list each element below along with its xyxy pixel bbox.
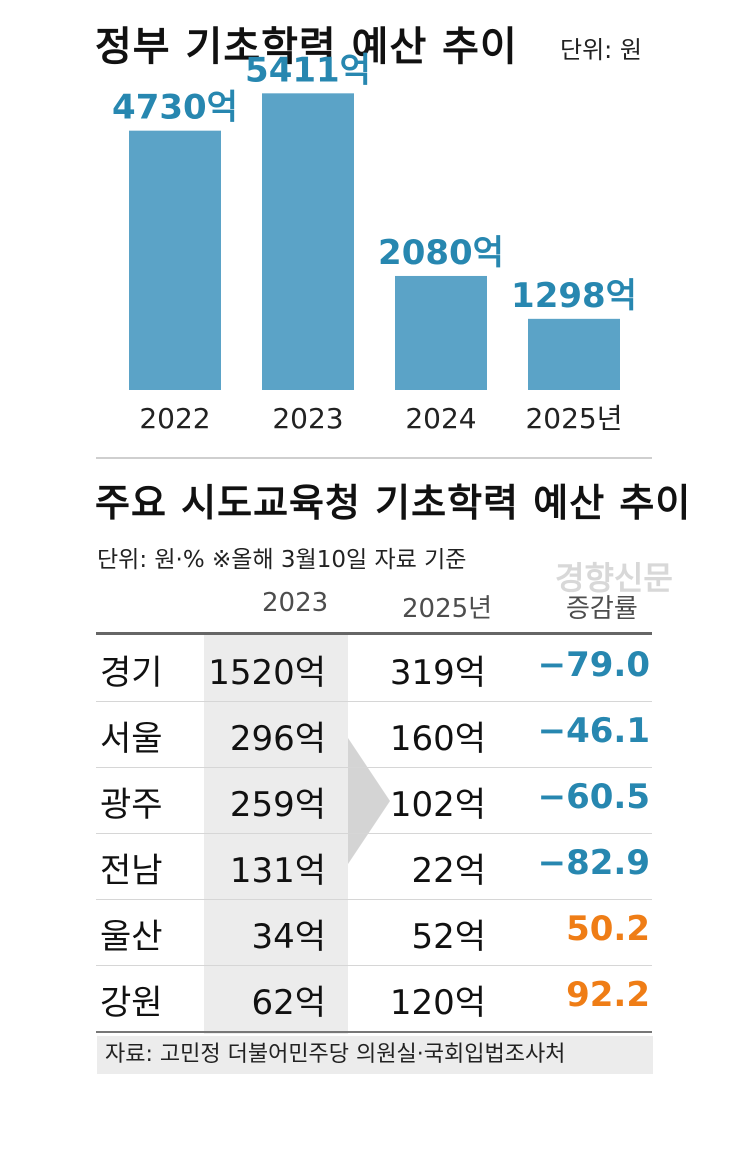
region-cell: 강원 [100,983,163,1023]
table-unit-label: 단위: 원·% ※올해 3월10일 자료 기준 [97,547,467,573]
value-2025-cell: 102억 [389,785,486,825]
arrow-right-icon [348,738,390,864]
bar-value-label: 4730억 [112,88,238,128]
value-2023-cell: 131억 [229,851,326,891]
bar-value-label: 5411억 [245,50,371,90]
row-separator [96,701,652,702]
change-rate-cell: −79.0 [537,645,650,685]
row-separator [96,899,652,900]
region-cell: 경기 [100,653,163,693]
value-2023-cell: 34억 [251,917,326,957]
category-label: 2023 [272,402,343,435]
table-row: 광주 259억 102억 −60.5 [96,767,652,833]
change-rate-cell: 92.2 [566,975,650,1015]
bar-value-label: 1298억 [511,276,637,316]
source-note: 자료: 고민정 더불어민주당 의원실·국회입법조사처 [97,1036,653,1074]
watermark: 경향신문 [555,559,673,597]
table-title: 주요 시도교육청 기초학력 예산 추이 [95,481,692,525]
table-row: 서울 296억 160억 −46.1 [96,701,652,767]
value-2025-cell: 120억 [389,983,486,1023]
header-2025: 2025년 [402,594,493,624]
row-separator [96,965,652,966]
bar-2023 [262,93,354,390]
table-row: 전남 131억 22억 −82.9 [96,833,652,899]
chart-unit-label: 단위: 원 [560,36,642,64]
value-2025-cell: 52억 [411,917,486,957]
bar-chart: 4730억 2022 5411억 2023 2080억 2024 1298억 2025년 [112,50,637,435]
table-row: 강원 62억 120억 92.2 [96,965,652,1031]
value-2023-cell: 62억 [251,983,326,1023]
value-2025-cell: 319억 [389,653,486,693]
header-2023: 2023 [262,588,329,618]
row-separator [96,1031,652,1033]
category-label: 2025년 [525,402,622,435]
change-rate-cell: −60.5 [537,777,650,817]
region-cell: 울산 [100,917,163,957]
header-change-rate: 증감률 [566,594,638,624]
section-divider [96,457,652,459]
region-cell: 전남 [100,851,163,891]
row-separator [96,767,652,768]
region-cell: 서울 [100,719,163,759]
change-rate-cell: −46.1 [537,711,650,751]
bar-2022 [129,130,221,390]
bar-2024 [395,275,487,390]
value-2023-cell: 296억 [229,719,326,759]
chart-title: 정부 기초학력 예산 추이 [95,24,518,70]
value-2023-cell: 259억 [229,785,326,825]
value-2025-cell: 160억 [389,719,486,759]
value-2023-cell: 1520억 [208,653,326,693]
change-rate-cell: 50.2 [566,909,650,949]
bar-value-label: 2080억 [378,233,504,273]
change-rate-cell: −82.9 [537,843,650,883]
region-cell: 광주 [100,785,163,825]
category-label: 2022 [139,402,210,435]
value-2025-cell: 22억 [411,851,486,891]
table-header-rule [96,632,652,635]
bar-2025년 [528,318,620,390]
table-row: 경기 1520억 319억 −79.0 [96,635,652,701]
row-separator [96,833,652,834]
table-row: 울산 34억 52억 50.2 [96,899,652,965]
category-label: 2024 [405,402,476,435]
